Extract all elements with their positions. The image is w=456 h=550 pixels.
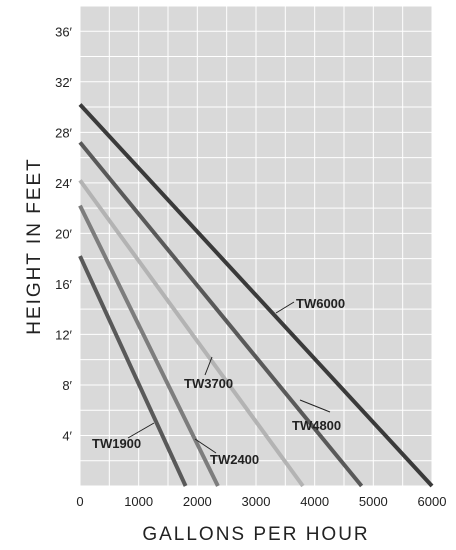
- series-label-tw1900: TW1900: [92, 436, 141, 451]
- leader-line-tw2400: [194, 438, 217, 454]
- leader-line-tw6000: [275, 301, 295, 314]
- grid: [79, 5, 433, 487]
- x-axis-ticks: 0 1000 2000 3000 4000 5000 6000: [76, 494, 446, 509]
- y-tick-label: 4′: [62, 428, 72, 443]
- series-label-tw2400: TW2400: [210, 452, 259, 467]
- leader-line-tw4800: [299, 399, 331, 413]
- leader-line-tw3700: [204, 356, 213, 376]
- series-line-tw4800: [78, 141, 364, 488]
- series-line-tw3700: [78, 179, 305, 488]
- y-tick-label: 20′: [55, 226, 72, 241]
- y-tick-label: 28′: [55, 125, 72, 140]
- y-tick-label: 12′: [55, 327, 72, 342]
- y-tick-label: 36′: [55, 24, 72, 39]
- leader-line-tw1900: [127, 422, 155, 439]
- x-tick-label: 2000: [183, 494, 212, 509]
- y-tick-label: 8′: [62, 378, 72, 393]
- x-axis-title: GALLONS PER HOUR: [142, 524, 369, 545]
- x-tick-label: 3000: [242, 494, 271, 509]
- y-axis-ticks: 4′ 8′ 12′ 16′ 20′ 24′ 28′ 32′ 36′: [55, 24, 72, 443]
- x-tick-label: 1000: [124, 494, 153, 509]
- series-labels: TW6000 TW4800 TW3700 TW2400 TW1900: [92, 296, 345, 467]
- series-label-tw6000: TW6000: [296, 296, 345, 311]
- x-tick-label: 4000: [300, 494, 329, 509]
- y-tick-label: 32′: [55, 75, 72, 90]
- series-lines: [78, 103, 434, 488]
- y-tick-label: 24′: [55, 176, 72, 191]
- x-tick-label: 6000: [418, 494, 447, 509]
- x-tick-label: 0: [76, 494, 83, 509]
- series-line-tw6000: [78, 103, 434, 488]
- series-line-tw1900: [78, 255, 188, 487]
- series-label-tw4800: TW4800: [292, 418, 341, 433]
- series-label-tw3700: TW3700: [184, 376, 233, 391]
- y-tick-label: 16′: [55, 277, 72, 292]
- x-tick-label: 5000: [359, 494, 388, 509]
- y-axis-title: HEIGHT IN FEET: [24, 157, 45, 335]
